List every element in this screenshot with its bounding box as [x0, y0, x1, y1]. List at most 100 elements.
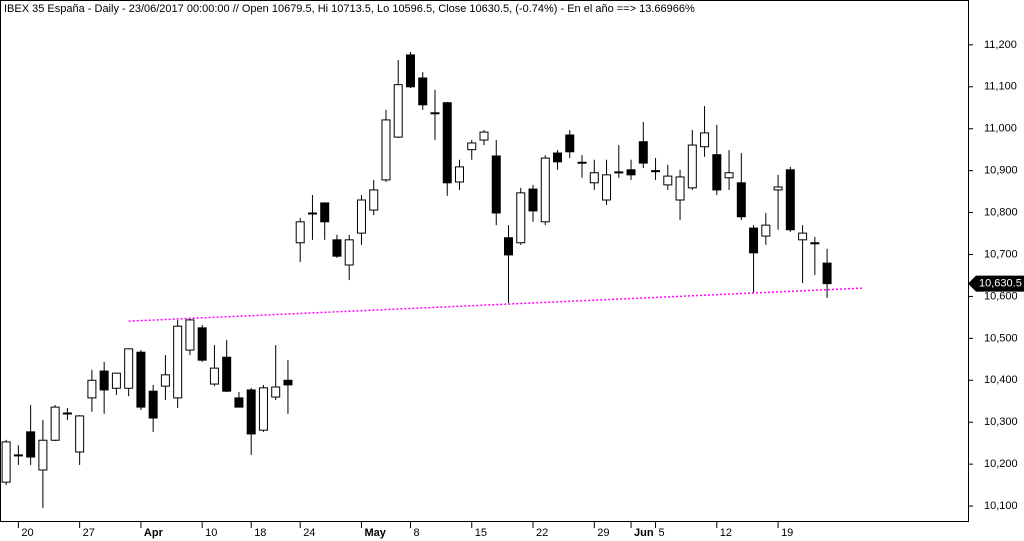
candle-body	[418, 77, 428, 106]
trendline	[128, 287, 864, 322]
candle-body	[638, 141, 648, 164]
candle-body	[442, 102, 452, 184]
candle-body	[38, 439, 48, 471]
candle-body	[258, 387, 268, 431]
x-tick-label: 8	[413, 527, 419, 539]
candle-body	[516, 192, 526, 244]
candle-body	[209, 367, 219, 385]
candle-body	[148, 390, 158, 419]
candle-body	[430, 112, 440, 115]
candle-body	[687, 144, 697, 189]
last-price-label: 10,630.5	[979, 278, 1022, 290]
candle-body	[75, 415, 85, 453]
candle-body	[332, 239, 342, 257]
x-tick-label: 12	[720, 527, 732, 539]
candle-body	[651, 170, 661, 173]
y-tick-label: 10,900	[984, 165, 1018, 177]
x-tick-label: 27	[83, 527, 95, 539]
candle-body	[381, 119, 391, 181]
candle-body	[124, 348, 134, 389]
candle-body	[663, 175, 673, 186]
candle-body	[369, 189, 379, 211]
candle-body	[798, 232, 808, 241]
candle-body	[1, 441, 11, 483]
candle-body	[160, 374, 170, 387]
candle-body	[99, 370, 109, 391]
candle-body	[540, 157, 550, 223]
candle-body	[344, 239, 354, 266]
y-tick-label: 10,200	[984, 458, 1018, 470]
candle-body	[393, 84, 403, 138]
candle-body	[749, 227, 759, 254]
candle-body	[822, 262, 832, 285]
candle-body	[222, 356, 232, 392]
x-tick-label: Apr	[144, 527, 164, 539]
x-tick-label: Jun	[634, 527, 654, 539]
x-tick-label: May	[364, 527, 386, 539]
candle-body	[185, 319, 195, 351]
candle-body	[577, 161, 587, 164]
y-tick-label: 10,400	[984, 374, 1018, 386]
y-tick-label: 10,600	[984, 290, 1018, 302]
candle-body	[307, 212, 317, 215]
x-tick-label: 10	[205, 527, 217, 539]
candle-body	[626, 169, 636, 176]
candle-body	[283, 379, 293, 386]
candle-body	[479, 131, 489, 141]
y-tick-label: 10,300	[984, 416, 1018, 428]
y-tick-label: 11,200	[984, 39, 1017, 51]
candle-body	[356, 199, 366, 234]
candle-body	[553, 152, 563, 163]
x-tick-label: 22	[536, 527, 548, 539]
candle-body	[62, 412, 72, 415]
y-tick-label: 10,700	[984, 248, 1018, 260]
x-tick-label: 15	[475, 527, 487, 539]
candle-body	[700, 132, 710, 148]
x-tick-label: 19	[781, 527, 793, 539]
candle-body	[26, 431, 36, 458]
candle-body	[491, 155, 501, 214]
candle-body	[87, 379, 97, 399]
candle-body	[271, 386, 281, 398]
candle-body	[111, 372, 121, 389]
candle-body	[602, 174, 612, 201]
x-tick-label: 24	[303, 527, 315, 539]
candle-body	[454, 166, 464, 183]
candle-body	[50, 406, 60, 441]
candle-body	[675, 176, 685, 201]
y-tick-label: 11,100	[984, 81, 1017, 93]
x-tick-label: 18	[254, 527, 266, 539]
y-tick-label: 10,100	[984, 500, 1018, 512]
candle-body	[504, 237, 514, 256]
candle-body	[761, 224, 771, 237]
last-price-marker	[968, 275, 1024, 292]
candle-body	[405, 54, 415, 88]
candle-body	[736, 182, 746, 218]
candle-body	[467, 142, 477, 151]
chart-title: IBEX 35 España - Daily - 23/06/2017 00:0…	[4, 3, 695, 15]
candle-body	[246, 389, 256, 435]
candle-body	[234, 397, 244, 408]
candle-body	[810, 242, 820, 245]
candle-body	[136, 351, 146, 408]
candle-body	[724, 172, 734, 179]
candle-body	[565, 134, 575, 153]
candle-body	[197, 327, 207, 361]
x-tick-label: 29	[597, 527, 609, 539]
candle-body	[773, 186, 783, 191]
candle-body	[589, 172, 599, 184]
candle-body	[712, 154, 722, 191]
candle-body	[528, 188, 538, 212]
y-tick-label: 10,800	[984, 206, 1018, 218]
candle-body	[295, 221, 305, 244]
y-tick-label: 11,000	[984, 123, 1017, 135]
candle-body	[614, 171, 624, 174]
candle-body	[320, 202, 330, 223]
x-tick-label: 20	[21, 527, 33, 539]
candle-body	[13, 454, 23, 457]
y-tick-label: 10,500	[984, 332, 1018, 344]
candle-body	[173, 325, 183, 399]
x-tick-label: 5	[659, 527, 665, 539]
plot-frame	[0, 0, 969, 522]
